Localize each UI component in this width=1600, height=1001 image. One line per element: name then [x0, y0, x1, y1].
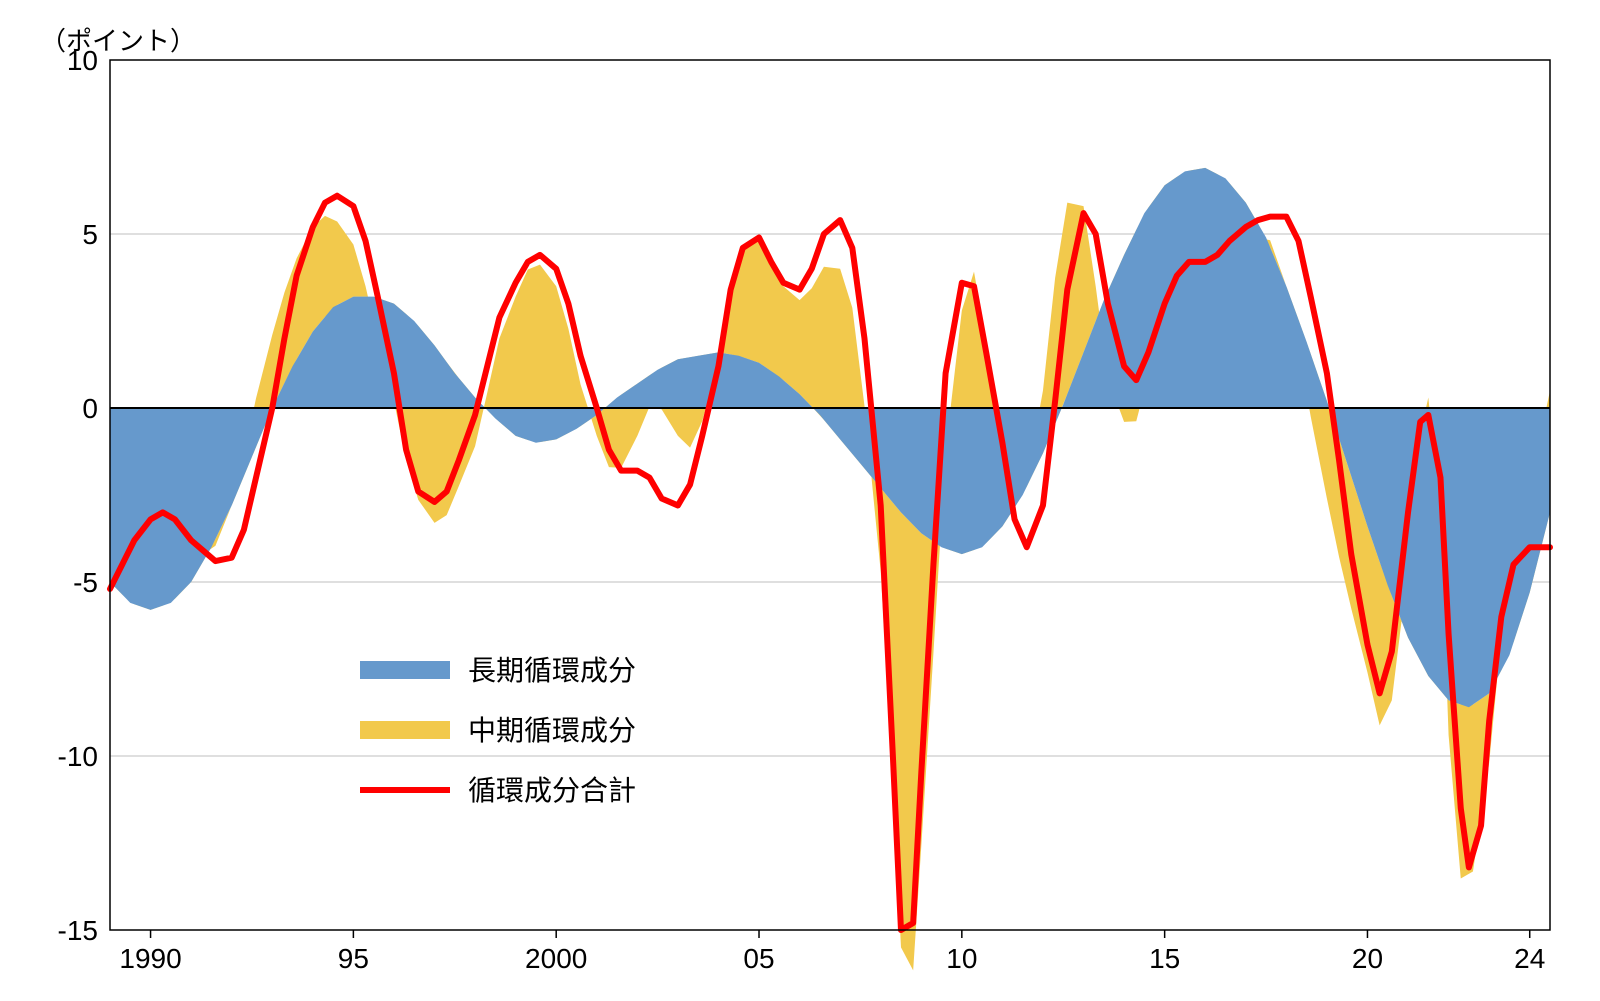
legend-swatch — [360, 661, 450, 679]
x-tick-label: 10 — [946, 943, 977, 974]
legend-swatch — [360, 721, 450, 739]
legend-swatch-line — [360, 787, 450, 793]
x-tick-label: 05 — [743, 943, 774, 974]
chart-svg: （ポイント）-15-10-5051019909520000510152024長期… — [20, 20, 1580, 980]
y-tick-label: 0 — [82, 393, 98, 424]
y-tick-label: -10 — [58, 741, 98, 772]
x-tick-label: 20 — [1352, 943, 1383, 974]
x-tick-label: 15 — [1149, 943, 1180, 974]
y-tick-label: 5 — [82, 219, 98, 250]
x-tick-label: 95 — [338, 943, 369, 974]
x-tick-label: 2000 — [525, 943, 587, 974]
legend-label: 中期循環成分 — [468, 715, 636, 746]
legend-label: 循環成分合計 — [468, 775, 636, 806]
x-tick-label: 1990 — [119, 943, 181, 974]
y-tick-label: -5 — [73, 567, 98, 598]
x-tick-label: 24 — [1514, 943, 1545, 974]
legend-label: 長期循環成分 — [468, 655, 636, 686]
chart-container: （ポイント）-15-10-5051019909520000510152024長期… — [20, 20, 1580, 980]
y-tick-label: 10 — [67, 45, 98, 76]
y-tick-label: -15 — [58, 915, 98, 946]
y-axis-unit-label: （ポイント） — [40, 26, 196, 56]
